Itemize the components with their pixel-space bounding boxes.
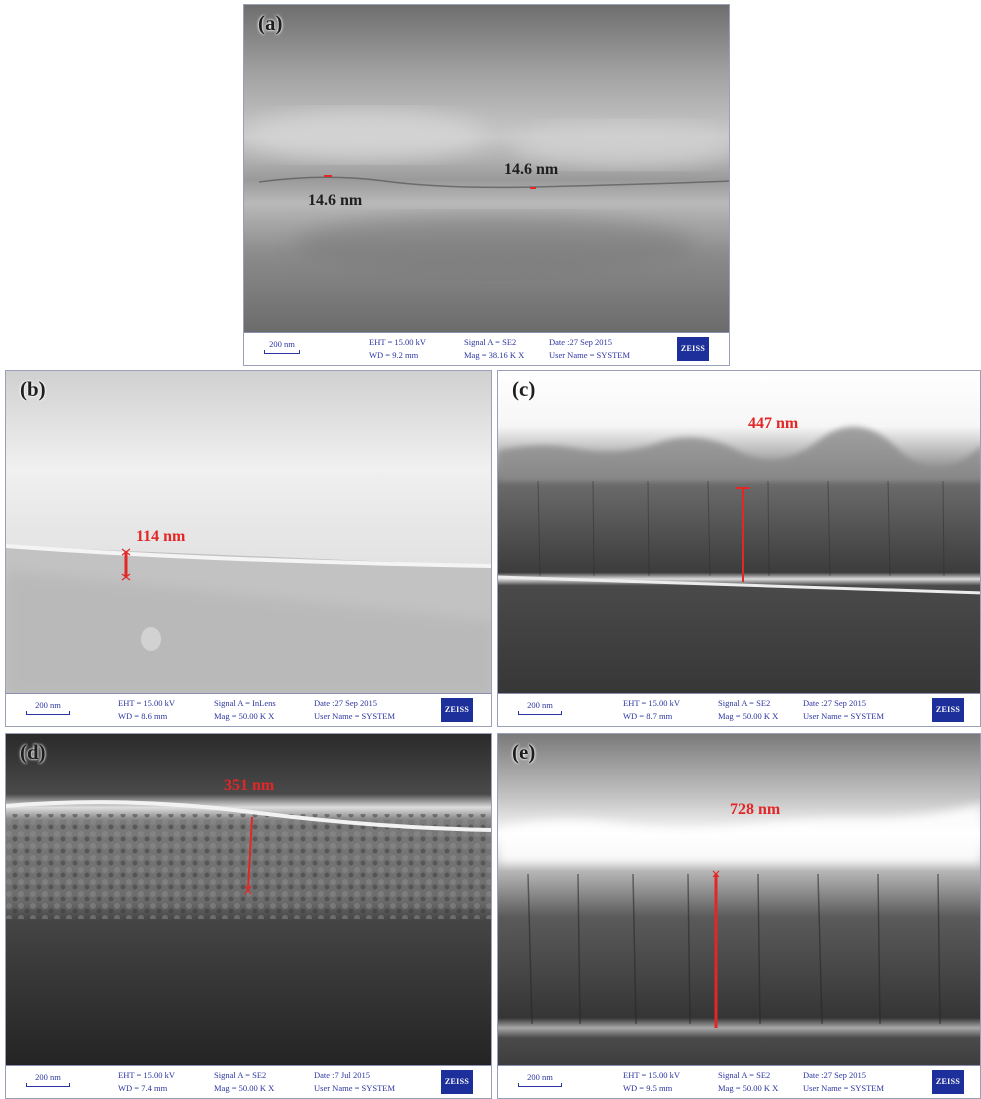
scale-label-a: 200 nm xyxy=(269,339,295,349)
mag-a: Mag = 38.16 K X xyxy=(464,350,525,360)
zeiss-logo-c: ZEISS xyxy=(932,698,964,722)
scale-line-e xyxy=(518,1083,562,1087)
panel-label-c: (c) xyxy=(512,377,536,401)
info-bar-c: 200 nm EHT = 15.00 kV WD = 8.7 mm Signal… xyxy=(498,693,980,726)
info-bar-e: 200 nm EHT = 15.00 kV WD = 9.5 mm Signal… xyxy=(498,1065,980,1098)
scale-line-d xyxy=(26,1083,70,1087)
signal-e: Signal A = SE2 xyxy=(718,1070,771,1080)
panel-label-b: (b) xyxy=(20,377,46,401)
panel-d: (d) 351 nm 200 nm EHT = 15.00 kV WD = 7.… xyxy=(5,733,492,1099)
sem-image-a xyxy=(244,5,729,335)
wd-c: WD = 8.7 mm xyxy=(623,711,673,721)
signal-b: Signal A = InLens xyxy=(214,698,276,708)
signal-d: Signal A = SE2 xyxy=(214,1070,267,1080)
scale-bar-a: 200 nm xyxy=(264,339,300,354)
eht-e: EHT = 15.00 kV xyxy=(623,1070,681,1080)
scale-line-a xyxy=(264,350,300,354)
panel-c: (c) 447 nm 200 nm EHT = 15.00 kV WD = 8.… xyxy=(497,370,981,727)
scale-label-c: 200 nm xyxy=(527,700,553,710)
info-bar-b: 200 nm EHT = 15.00 kV WD = 8.6 mm Signal… xyxy=(6,693,491,726)
eht-c: EHT = 15.00 kV xyxy=(623,698,681,708)
sem-image-e xyxy=(498,734,980,1068)
panel-a: (a) 14.6 nm 14.6 nm 200 nm EHT = 15.00 k… xyxy=(243,4,730,366)
date-b: Date :27 Sep 2015 xyxy=(314,698,378,708)
wd-b: WD = 8.6 mm xyxy=(118,711,168,721)
date-a: Date :27 Sep 2015 xyxy=(549,337,613,347)
mag-b: Mag = 50.00 K X xyxy=(214,711,275,721)
signal-a: Signal A = SE2 xyxy=(464,337,517,347)
panel-e: (e) 728 nm 200 nm EHT = 15.00 kV WD = 9.… xyxy=(497,733,981,1099)
zeiss-logo-b: ZEISS xyxy=(441,698,473,722)
scale-bar-d: 200 nm xyxy=(26,1072,70,1087)
mag-e: Mag = 50.00 K X xyxy=(718,1083,779,1093)
wd-a: WD = 9.2 mm xyxy=(369,350,419,360)
panel-b: (b) 114 nm 200 nm EHT = 15.00 kV WD = 8.… xyxy=(5,370,492,727)
scale-line-c xyxy=(518,711,562,715)
scale-label-b: 200 nm xyxy=(35,700,61,710)
sem-image-d xyxy=(6,734,491,1068)
scale-bar-c: 200 nm xyxy=(518,700,562,715)
scale-line-b xyxy=(26,711,70,715)
info-bar-d: 200 nm EHT = 15.00 kV WD = 7.4 mm Signal… xyxy=(6,1065,491,1098)
info-bar-a: 200 nm EHT = 15.00 kV WD = 9.2 mm Signal… xyxy=(244,332,729,365)
measurement-e: 728 nm xyxy=(730,801,781,818)
panel-label-d: (d) xyxy=(20,740,46,764)
measurement-a-1: 14.6 nm xyxy=(308,192,363,209)
eht-b: EHT = 15.00 kV xyxy=(118,698,176,708)
date-d: Date :7 Jul 2015 xyxy=(314,1070,370,1080)
user-a: User Name = SYSTEM xyxy=(549,350,631,360)
panel-label-a: (a) xyxy=(258,11,283,35)
measurement-a-2: 14.6 nm xyxy=(504,161,559,178)
user-d: User Name = SYSTEM xyxy=(314,1083,396,1093)
scale-label-e: 200 nm xyxy=(527,1072,553,1082)
zeiss-logo-d: ZEISS xyxy=(441,1070,473,1094)
date-c: Date :27 Sep 2015 xyxy=(803,698,867,708)
sem-image-b xyxy=(6,371,491,696)
measurement-d: 351 nm xyxy=(224,777,275,794)
eht-d: EHT = 15.00 kV xyxy=(118,1070,176,1080)
scale-label-d: 200 nm xyxy=(35,1072,61,1082)
measurement-b: 114 nm xyxy=(136,528,186,545)
mag-d: Mag = 50.00 K X xyxy=(214,1083,275,1093)
measurement-c: 447 nm xyxy=(748,415,799,432)
scale-bar-b: 200 nm xyxy=(26,700,70,715)
user-b: User Name = SYSTEM xyxy=(314,711,396,721)
scale-bar-e: 200 nm xyxy=(518,1072,562,1087)
user-c: User Name = SYSTEM xyxy=(803,711,885,721)
zeiss-logo-a: ZEISS xyxy=(677,337,709,361)
wd-e: WD = 9.5 mm xyxy=(623,1083,673,1093)
zeiss-logo-e: ZEISS xyxy=(932,1070,964,1094)
user-e: User Name = SYSTEM xyxy=(803,1083,885,1093)
mag-c: Mag = 50.00 K X xyxy=(718,711,779,721)
signal-c: Signal A = SE2 xyxy=(718,698,771,708)
wd-d: WD = 7.4 mm xyxy=(118,1083,168,1093)
sem-image-c xyxy=(498,371,980,696)
panel-label-e: (e) xyxy=(512,740,536,764)
eht-a: EHT = 15.00 kV xyxy=(369,337,427,347)
date-e: Date :27 Sep 2015 xyxy=(803,1070,867,1080)
